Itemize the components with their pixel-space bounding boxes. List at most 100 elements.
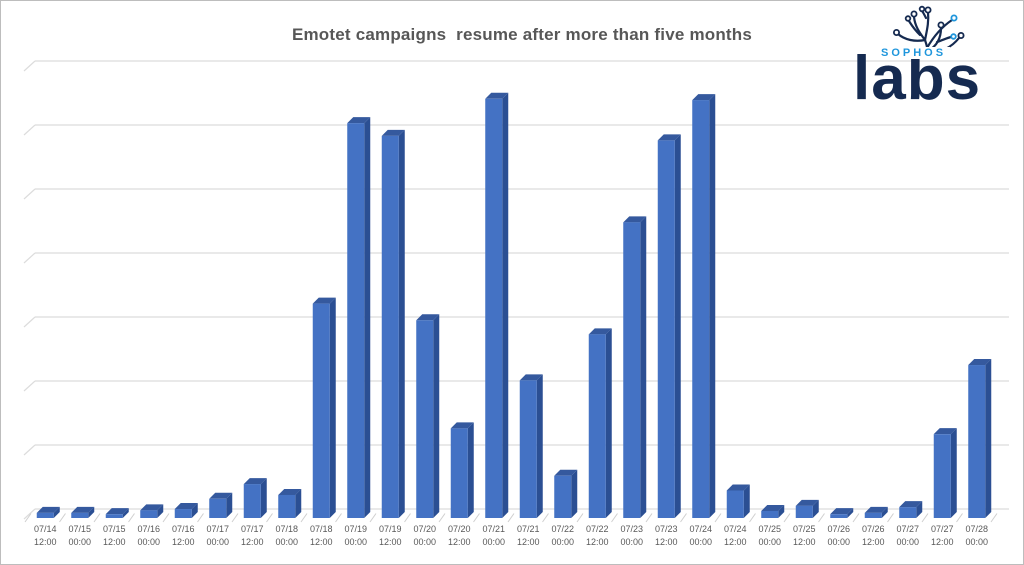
x-axis-label-date: 07/18 (309, 524, 333, 534)
x-axis-label-date: 07/19 (344, 524, 368, 534)
bar (588, 328, 612, 518)
bar (864, 506, 888, 518)
gridline (23, 380, 1009, 392)
x-axis-label-date: 07/27 (930, 524, 954, 534)
x-axis-tick (818, 513, 825, 523)
x-axis-tick (231, 513, 239, 523)
x-axis-label-date: 07/23 (654, 524, 678, 534)
x-axis-label: 07/25 12:00 (787, 523, 822, 548)
x-axis-label-time: 00:00 (482, 536, 506, 547)
x-axis-label-date: 07/27 (896, 524, 920, 534)
x-axis-tick (438, 513, 446, 523)
x-axis-label-time: 00:00 (68, 536, 92, 547)
bar (209, 492, 233, 518)
x-axis-tick (162, 513, 170, 523)
x-axis-label: 07/19 12:00 (373, 523, 408, 548)
x-axis-label-time: 12:00 (447, 536, 471, 547)
x-axis-label-time: 00:00 (551, 536, 575, 547)
x-axis-label-time: 00:00 (413, 536, 437, 547)
x-axis-label: 07/16 00:00 (132, 523, 167, 548)
x-axis-label-time: 00:00 (827, 536, 851, 547)
bar (105, 508, 129, 518)
x-axis-tick (783, 513, 791, 523)
x-axis-tick (197, 513, 204, 523)
x-axis-label-time: 00:00 (896, 536, 920, 547)
gridline (23, 508, 1009, 520)
x-axis-label-time: 00:00 (206, 536, 230, 547)
bar (899, 501, 923, 518)
x-axis-label: 07/18 00:00 (270, 523, 305, 548)
x-axis-tick (473, 513, 480, 523)
bar (71, 506, 95, 518)
x-axis-tick (542, 513, 549, 523)
x-axis-label-time: 00:00 (344, 536, 368, 547)
bar (174, 503, 198, 518)
x-axis-tick (128, 513, 135, 523)
bar (726, 484, 750, 518)
bar (450, 422, 474, 518)
x-axis-label: 07/25 00:00 (753, 523, 788, 548)
x-axis-tick (714, 513, 722, 523)
x-axis-tick (335, 513, 342, 523)
x-axis-tick (956, 513, 963, 523)
x-axis-label: 07/27 12:00 (925, 523, 960, 548)
x-axis-label: 07/21 00:00 (477, 523, 512, 548)
x-axis-tick (369, 513, 377, 523)
x-axis-label-date: 07/17 (206, 524, 230, 534)
x-axis-label-time: 00:00 (758, 536, 782, 547)
x-axis-label-date: 07/21 (482, 524, 506, 534)
x-axis-label-time: 12:00 (861, 536, 885, 547)
x-axis-label-date: 07/25 (792, 524, 816, 534)
x-axis-label: 07/23 12:00 (649, 523, 684, 548)
bar (140, 504, 164, 518)
x-axis-label-date: 07/20 (447, 524, 471, 534)
gridline (23, 252, 1009, 264)
x-axis-label-time: 12:00 (102, 536, 126, 547)
x-axis-label-time: 12:00 (654, 536, 678, 547)
x-axis-label-time: 12:00 (33, 536, 57, 547)
x-axis-label: 07/27 00:00 (891, 523, 926, 548)
bar (623, 216, 647, 518)
bar (312, 297, 336, 518)
x-axis-label-time: 00:00 (689, 536, 713, 547)
bar (485, 92, 509, 519)
x-axis-label-time: 12:00 (240, 536, 264, 547)
x-axis-label: 07/19 00:00 (339, 523, 374, 548)
bar (968, 359, 992, 518)
x-axis-tick (266, 513, 273, 523)
x-axis-label-time: 00:00 (620, 536, 644, 547)
x-axis-label: 07/17 00:00 (201, 523, 236, 548)
x-axis-label-date: 07/24 (723, 524, 747, 534)
x-axis-label-time: 12:00 (792, 536, 816, 547)
bar (795, 499, 819, 518)
x-axis-tick (576, 513, 584, 523)
x-axis-label-date: 07/21 (516, 524, 540, 534)
x-axis-tick (887, 513, 894, 523)
gridline (23, 316, 1009, 328)
x-axis-label: 07/18 12:00 (304, 523, 339, 548)
x-axis-label: 07/17 12:00 (235, 523, 270, 548)
gridline (23, 60, 1009, 72)
bar (416, 314, 440, 518)
x-axis-label: 07/15 00:00 (63, 523, 98, 548)
logo-sophos-text: SOPHOS (877, 47, 951, 59)
gridline (23, 124, 1009, 136)
x-axis-label: 07/26 00:00 (822, 523, 857, 548)
x-axis-label-date: 07/25 (758, 524, 782, 534)
x-axis-label-date: 07/15 (68, 524, 92, 534)
x-axis-label-date: 07/26 (861, 524, 885, 534)
bar (554, 469, 578, 518)
x-axis-label-date: 07/19 (378, 524, 402, 534)
bar (347, 117, 371, 519)
x-axis-label-time: 00:00 (275, 536, 299, 547)
sophoslabs-logo: labs SOPHOS (851, 1, 1017, 111)
x-axis-label-date: 07/28 (965, 524, 989, 534)
x-axis-tick (300, 513, 308, 523)
bar (933, 428, 957, 518)
x-axis-label-time: 12:00 (309, 536, 333, 547)
x-axis-label-date: 07/24 (689, 524, 713, 534)
x-axis-tick (680, 513, 687, 523)
x-axis-tick (749, 513, 756, 523)
